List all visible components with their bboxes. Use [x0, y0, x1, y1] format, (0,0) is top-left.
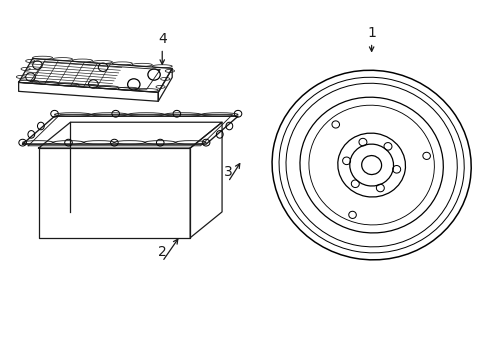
Text: 3: 3 — [223, 165, 232, 179]
Text: 1: 1 — [366, 26, 375, 40]
Text: 2: 2 — [158, 245, 166, 259]
Text: 4: 4 — [158, 32, 166, 46]
